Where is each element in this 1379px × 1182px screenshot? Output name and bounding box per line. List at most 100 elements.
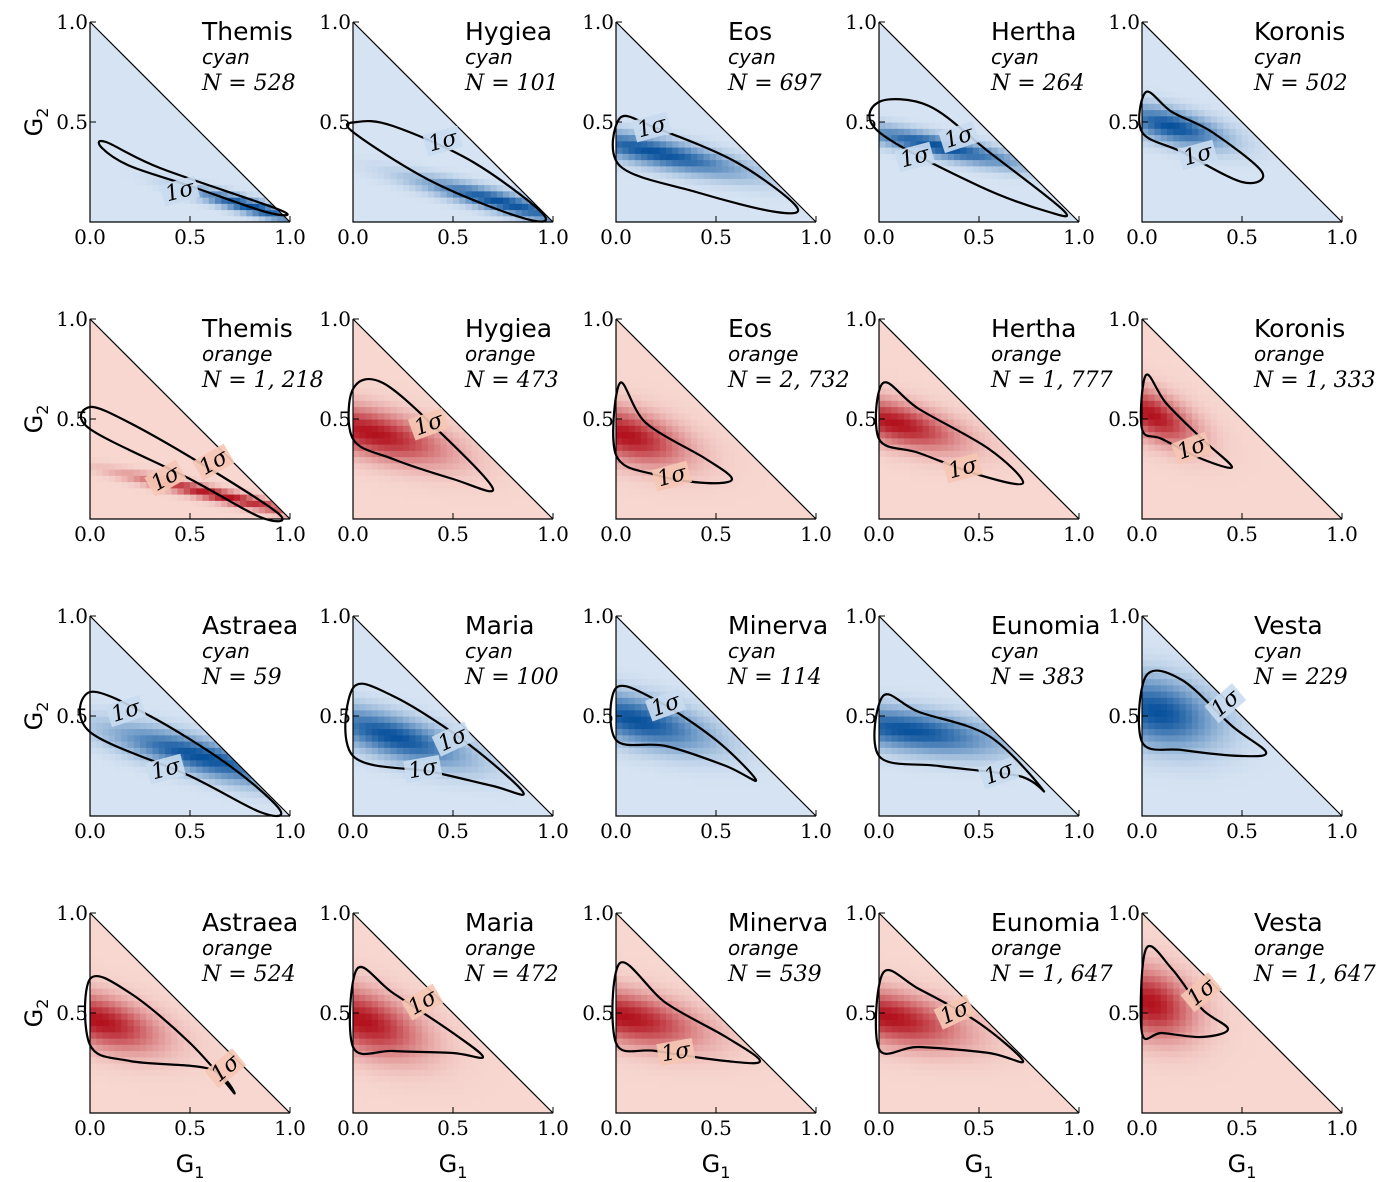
heatmap-cell [403,190,410,198]
heatmap-cell [384,431,392,439]
heatmap-cell [359,406,367,414]
heatmap-cell [152,97,160,104]
heatmap-cell [1210,197,1218,204]
heatmap-cell [935,203,943,211]
heatmap-cell [703,115,711,123]
heatmap-cell [390,147,398,154]
heatmap-cell [378,172,385,179]
heatmap-cell [133,59,141,67]
heatmap-cell [622,356,630,364]
heatmap-cell [985,165,993,173]
heatmap-cell [396,481,404,489]
heatmap-cell [102,140,110,148]
heatmap-cell [96,165,104,173]
heatmap-cell [177,209,185,217]
heatmap-cell [747,165,755,173]
heatmap-cell [190,512,197,519]
heatmap-cell [672,172,680,179]
heatmap-cell [904,412,911,420]
heatmap-cell [108,159,116,167]
heatmap-cell [371,109,379,117]
heatmap-cell [703,475,711,483]
heatmap-cell [628,140,636,148]
heatmap-cell [1292,190,1299,198]
heatmap-cell [102,356,110,364]
heatmap-cell [146,153,154,161]
heatmap-cell [1142,28,1149,36]
heatmap-cell [929,362,936,370]
heatmap-cell [434,481,442,489]
heatmap-cell [434,115,442,123]
heatmap-cell [1285,184,1293,192]
heatmap-cell [622,115,630,123]
heatmap-cell [165,140,172,148]
heatmap-cell [753,209,761,217]
heatmap-cell [396,512,404,519]
heatmap-cell [641,190,648,198]
heatmap-cell [1242,134,1249,142]
heatmap-cell [728,506,736,514]
heatmap-cell [885,203,893,211]
heatmap-cell [709,487,717,495]
heatmap-cell [102,412,110,420]
heatmap-cell [684,122,692,129]
heatmap-cell [359,90,367,98]
heatmap-cell [365,84,373,92]
heatmap-cell [979,153,986,161]
heatmap-cell [421,487,429,495]
heatmap-cell [653,165,661,173]
heatmap-cell [929,450,936,458]
heatmap-cell [672,97,680,104]
heatmap-cell [359,450,367,458]
heatmap-cell [371,400,379,408]
heatmap-cell [678,406,686,414]
heatmap-cell [634,425,642,433]
heatmap-cell [353,350,360,358]
heatmap-cell [879,197,886,204]
heatmap-cell [672,147,680,154]
heatmap-cell [453,115,460,123]
x-tick-label: 0.5 [174,522,206,546]
heatmap-cell [121,494,129,501]
heatmap-cell [904,172,911,179]
heatmap-cell [1260,197,1268,204]
heatmap-cell [471,475,479,483]
heatmap-cell [972,128,980,136]
heatmap-cell [1267,140,1274,148]
heatmap-cell [409,147,417,154]
heatmap-cell [922,375,930,383]
heatmap-cell [1292,215,1299,222]
heatmap-cell [152,159,160,167]
density-heatmap [90,319,290,519]
heatmap-cell [202,184,210,192]
heatmap-cell [390,381,398,389]
y-tick-label: 0.5 [845,110,877,134]
heatmap-cell [415,512,423,519]
heatmap-cell [102,128,110,136]
heatmap-cell [947,159,955,167]
heatmap-cell [396,122,404,129]
heatmap-cell [1167,190,1174,198]
heatmap-cell [90,431,97,439]
heatmap-cell [891,47,899,54]
heatmap-cell [885,319,893,326]
heatmap-cell [1298,203,1306,211]
heatmap-cell [1185,90,1193,98]
heatmap-cell [196,159,204,167]
heatmap-cell [353,481,360,489]
color-class: cyan [991,45,1039,69]
heatmap-cell [396,462,404,470]
heatmap-cell [622,394,630,401]
heatmap-cell [102,350,110,358]
heatmap-cell [647,456,655,464]
heatmap-cell [1185,197,1193,204]
heatmap-cell [879,128,886,136]
heatmap-cell [628,325,636,333]
heatmap-cell [484,197,492,204]
heatmap-cell [252,190,260,198]
heatmap-cell [753,178,761,186]
heatmap-cell [678,97,686,104]
heatmap-cell [766,500,773,508]
heatmap-cell [929,494,936,501]
heatmap-cell [885,500,893,508]
